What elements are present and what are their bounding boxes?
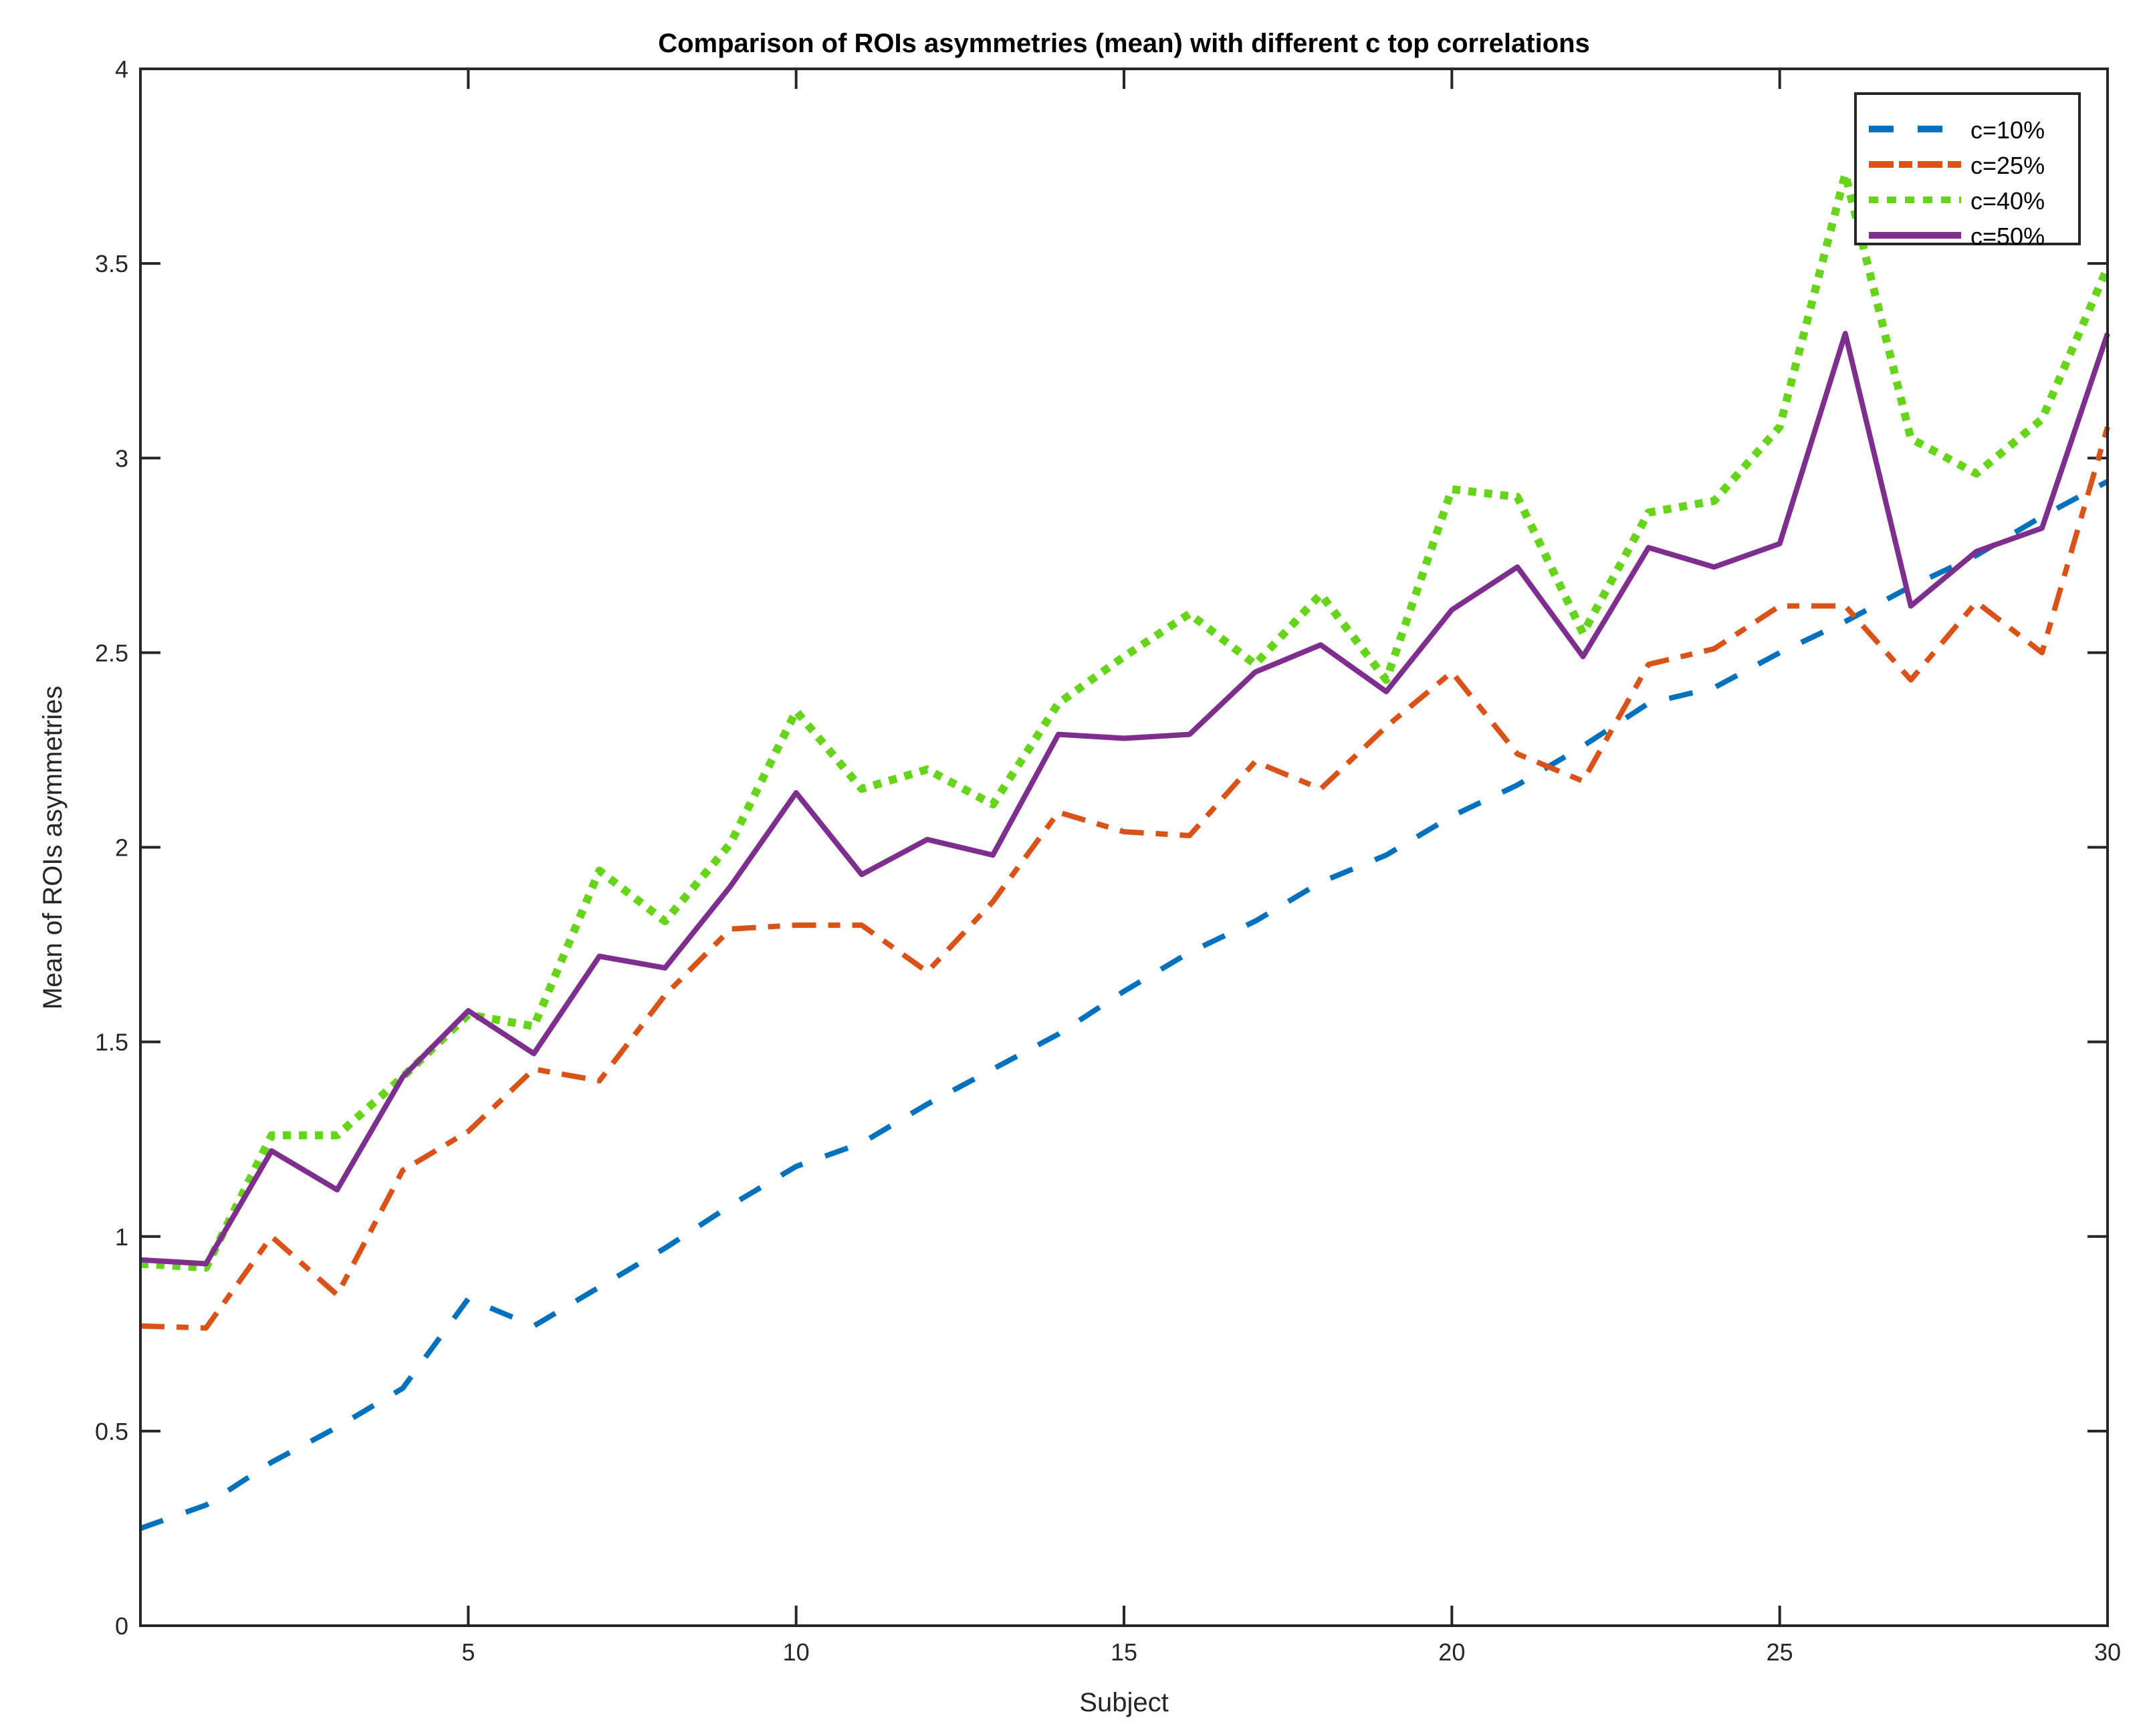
legend-box xyxy=(1854,92,2081,245)
plot-area-border xyxy=(139,68,2109,1627)
legend-entry: c=50% xyxy=(1970,223,2045,250)
y-tick-label: 3.5 xyxy=(95,250,128,277)
x-tick-label: 25 xyxy=(1767,1638,1793,1666)
legend-entry: c=25% xyxy=(1970,152,2045,179)
series-line-c25 xyxy=(140,426,2110,1331)
series-line-c10 xyxy=(139,479,2109,1531)
y-tick-label: 4 xyxy=(115,55,128,83)
y-tick-label: 3 xyxy=(115,445,128,472)
series-line-c40 xyxy=(140,170,2112,1272)
legend: c=10% c=25% c=40% c=50% xyxy=(1854,92,2081,250)
y-tick-label: 1.5 xyxy=(95,1029,128,1056)
y-axis-label: Mean of ROIs asymmetries xyxy=(38,686,68,1010)
x-tick-label: 30 xyxy=(2094,1638,2121,1666)
legend-entry: c=40% xyxy=(1970,187,2045,215)
y-tick-label: 0 xyxy=(115,1612,128,1640)
chart-title: Comparison of ROIs asymmetries (mean) wi… xyxy=(658,29,1590,58)
x-tick-label: 20 xyxy=(1438,1638,1465,1666)
y-tick-label: 0.5 xyxy=(95,1418,128,1445)
y-tick-label: 1 xyxy=(115,1223,128,1251)
x-tick-label: 5 xyxy=(461,1638,475,1666)
legend-entry: c=10% xyxy=(1970,116,2045,144)
x-tick-label: 15 xyxy=(1111,1638,1137,1666)
x-tick-label: 10 xyxy=(783,1638,810,1666)
y-tick-label: 2.5 xyxy=(95,639,128,666)
series-line-c50 xyxy=(140,330,2110,1267)
x-axis-label: Subject xyxy=(1079,1688,1168,1717)
y-tick-label: 2 xyxy=(115,834,128,862)
